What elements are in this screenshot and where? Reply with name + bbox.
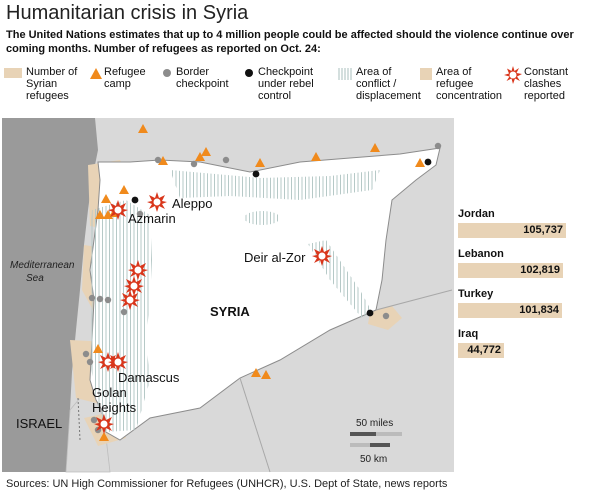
refugee-count-bar xyxy=(458,223,566,238)
refugee-camp-triangle-icon xyxy=(95,210,105,219)
conflict-area-center xyxy=(244,211,280,225)
rebel-checkpoint-dot-icon xyxy=(131,196,139,204)
conflict-hatch-swatch-icon xyxy=(338,68,352,80)
label-azmarin: Azmarin xyxy=(128,211,176,226)
clash-burst-icon xyxy=(128,260,148,280)
label-mediterranean-sea: Mediterranean Sea xyxy=(10,260,77,284)
refugee-count-bar xyxy=(458,343,504,358)
refugee-count-bar xyxy=(458,303,562,318)
refugee-camp-triangle-icon xyxy=(99,432,109,441)
label-golan-heights: Golan Heights xyxy=(92,385,137,415)
border-checkpoint-dot-icon xyxy=(222,156,230,164)
refugee-country-label: Lebanon xyxy=(458,248,504,260)
concentration-swatch-icon xyxy=(420,68,432,80)
border-checkpoint-dot-icon xyxy=(154,156,162,164)
golan-border xyxy=(77,397,81,441)
refugee-camp-triangle-icon xyxy=(138,124,148,133)
refugee-country-label: Turkey xyxy=(458,288,494,300)
border-checkpoint-dot-icon xyxy=(136,210,144,218)
clash-burst-icon xyxy=(312,246,332,266)
refugee-camp-triangle-icon xyxy=(261,370,271,379)
refugee-camp-triangle-icon xyxy=(119,185,129,194)
rebel-checkpoint-dot-icon xyxy=(366,309,374,317)
clash-burst-icon xyxy=(94,414,114,434)
refugee-area-swatch-icon xyxy=(4,68,22,78)
refugee-camp-triangle-icon xyxy=(195,152,205,161)
rebel-checkpoint-dot-icon xyxy=(252,170,260,178)
legend-label: Number of Syrian refugees xyxy=(26,66,78,102)
border-checkpoint-dot-icon xyxy=(86,358,94,366)
refugee-camp-triangle-icon xyxy=(101,194,111,203)
refugee-count-value: 101,834 xyxy=(519,304,559,316)
label-deir-al-zor: Deir al-Zor xyxy=(244,250,306,265)
border-checkpoint-dot-icon xyxy=(190,160,198,168)
refugee-camp-triangle-icon xyxy=(90,68,102,79)
border-checkpoint-dot-icon xyxy=(382,312,390,320)
refugee-camp-triangle-icon xyxy=(158,156,168,165)
clash-markers xyxy=(94,192,332,434)
refugee-camp-triangle-icon xyxy=(415,158,425,167)
clash-burst-icon xyxy=(108,352,128,372)
border-checkpoint-dot-icon xyxy=(434,142,442,150)
scale-bar: 50 miles 50 km xyxy=(350,418,402,465)
scale-miles-label: 50 miles xyxy=(356,418,393,429)
refugee-country-label: Iraq xyxy=(458,328,479,340)
legend-label: Area of conflict / displacement xyxy=(356,66,421,102)
legend-label: Border checkpoint xyxy=(176,66,229,90)
border-checkpoint-dot-icon xyxy=(82,350,90,358)
refugee-camp-triangle-icon xyxy=(93,344,103,353)
syria-map: Aleppo Azmarin Deir al-Zor SYRIA Damascu… xyxy=(2,118,454,473)
border-line-iraq xyxy=(375,289,453,311)
refugee-camp-triangle-icon xyxy=(201,147,211,156)
clash-burst-icon xyxy=(504,66,522,84)
legend-label: Area of refugee concentration xyxy=(436,66,503,102)
refugee-country-label: Jordan xyxy=(458,208,495,220)
refugee-camp-triangle-icon xyxy=(255,158,265,167)
mediterranean-sea xyxy=(2,118,98,472)
refugee-camps xyxy=(93,124,425,441)
legend-label: Checkpoint under rebel control xyxy=(258,66,314,102)
border-checkpoint-dot-icon xyxy=(90,416,98,424)
border-checkpoint-dot-icon xyxy=(104,296,112,304)
legend-label: Constant clashes reported xyxy=(524,66,569,102)
refugee-count-value: 102,819 xyxy=(520,264,560,276)
border-line-jordan xyxy=(239,377,271,473)
label-syria: SYRIA xyxy=(210,304,250,319)
clash-burst-icon xyxy=(124,276,144,296)
border-checkpoint-dot-icon xyxy=(163,69,171,77)
source-note: Sources: UN High Commissioner for Refuge… xyxy=(6,478,448,490)
conflict-area-north xyxy=(170,170,380,200)
refugee-camp-triangle-icon xyxy=(311,152,321,161)
border-checkpoint-dot-icon xyxy=(96,295,104,303)
rebel-checkpoint-dot-icon xyxy=(424,158,432,166)
legend-label: Refugee camp xyxy=(104,66,146,90)
rebel-checkpoint-dot-icon xyxy=(245,69,253,77)
border-checkpoints xyxy=(82,142,442,434)
refugee-count-value: 105,737 xyxy=(523,224,563,236)
label-damascus: Damascus xyxy=(118,370,180,385)
scale-km-label: 50 km xyxy=(360,454,387,465)
clash-burst-icon xyxy=(108,200,128,220)
clash-burst-icon xyxy=(120,290,140,310)
refugee-count-value: 44,772 xyxy=(467,344,501,356)
label-aleppo: Aleppo xyxy=(172,196,212,211)
refugee-count-bar xyxy=(458,263,563,278)
border-checkpoint-dot-icon xyxy=(120,308,128,316)
map-legend: Number of Syrian refugees Refugee camp B… xyxy=(0,66,600,114)
label-israel: ISRAEL xyxy=(16,416,62,431)
clash-burst-icon xyxy=(147,192,167,212)
conflict-area-west xyxy=(90,200,152,432)
rebel-checkpoints xyxy=(131,158,432,317)
border-checkpoint-dot-icon xyxy=(88,294,96,302)
refugee-camp-triangle-icon xyxy=(251,368,261,377)
page-subtitle: The United Nations estimates that up to … xyxy=(6,29,574,55)
page-title: Humanitarian crisis in Syria xyxy=(6,2,249,24)
refugee-camp-triangle-icon xyxy=(370,143,380,152)
